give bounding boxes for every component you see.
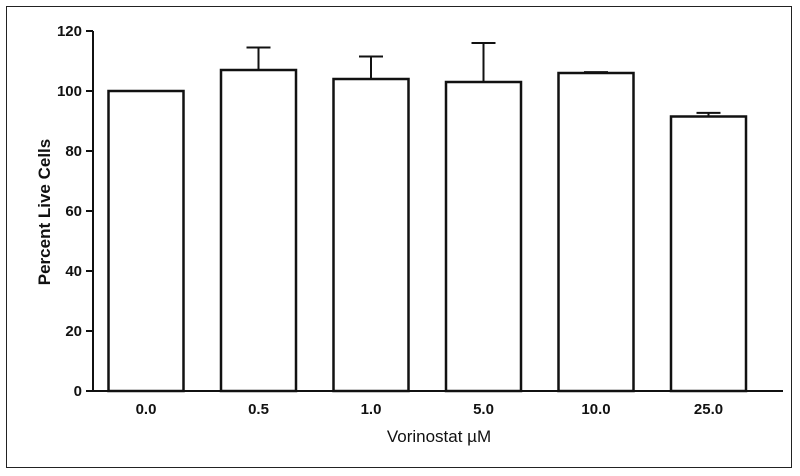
x-tick-label: 0.5 — [248, 401, 269, 418]
y-tick-label: 100 — [57, 83, 82, 100]
bar-10-0 — [557, 71, 635, 393]
y-tick-label: 20 — [65, 323, 82, 340]
y-tick-label: 60 — [65, 203, 82, 220]
bar-0-0 — [107, 89, 185, 393]
x-tick-label: 5.0 — [473, 401, 494, 418]
y-axis: 0 20 40 60 80 100 120 — [57, 23, 94, 400]
y-tick-label: 0 — [74, 383, 82, 400]
x-tick-label: 0.0 — [136, 401, 157, 418]
bar-25-0 — [669, 115, 748, 393]
x-axis-title: Vorinostat µM — [387, 427, 491, 446]
x-axis: 0.0 0.5 1.0 5.0 10.0 25.0 — [93, 390, 783, 418]
bars-group — [107, 68, 748, 393]
bar-0-5 — [219, 68, 298, 393]
bar-1-0 — [332, 77, 410, 393]
x-tick-label: 10.0 — [581, 401, 610, 418]
y-tick-label: 120 — [57, 23, 82, 40]
y-tick-label: 40 — [65, 263, 82, 280]
error-bars-group — [246, 42, 721, 117]
x-tick-label: 25.0 — [694, 401, 723, 418]
y-axis-title: Percent Live Cells — [35, 139, 54, 285]
y-tick-label: 80 — [65, 143, 82, 160]
x-tick-label: 1.0 — [361, 401, 382, 418]
bar-5-0 — [444, 80, 523, 393]
